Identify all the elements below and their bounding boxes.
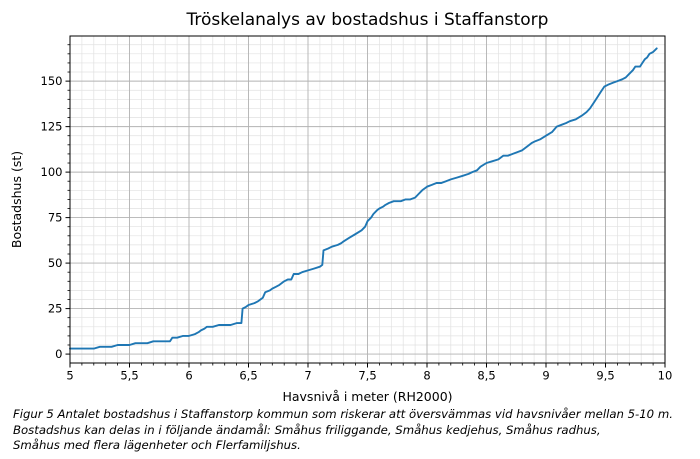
chart-title: Tröskelanalys av bostadshus i Staffansto… bbox=[186, 10, 549, 30]
svg-text:150: 150 bbox=[41, 74, 63, 88]
svg-text:0: 0 bbox=[55, 347, 62, 361]
svg-text:8,5: 8,5 bbox=[477, 369, 495, 383]
svg-text:8: 8 bbox=[423, 369, 430, 383]
svg-text:9: 9 bbox=[542, 369, 549, 383]
svg-text:7,5: 7,5 bbox=[358, 369, 376, 383]
data-line bbox=[69, 47, 658, 350]
caption-line-1: Figur 5 Antalet bostadshus i Staffanstor… bbox=[13, 407, 673, 421]
svg-text:9,5: 9,5 bbox=[596, 369, 614, 383]
threshold-analysis-chart: 5 5,5 6 6,5 7 7,5 8 8,5 9 9,5 100255075100125150Tr… bbox=[9, 10, 672, 404]
svg-text:5: 5 bbox=[66, 369, 73, 383]
y-axis-label: Bostadshus (st) bbox=[9, 151, 24, 248]
svg-text:6,5: 6,5 bbox=[239, 369, 257, 383]
svg-text:6: 6 bbox=[185, 369, 192, 383]
x-tick-labels: 5 5,5 6 6,5 7 7,5 8 8,5 9 9,5 10 bbox=[66, 369, 672, 383]
axis-ticks bbox=[65, 44, 666, 368]
svg-text:25: 25 bbox=[48, 302, 63, 316]
svg-text:10: 10 bbox=[658, 369, 673, 383]
svg-text:7: 7 bbox=[304, 369, 311, 383]
svg-text:125: 125 bbox=[41, 120, 63, 134]
caption-line-2: Bostadshus kan delas in i följande ändam… bbox=[13, 422, 601, 437]
x-axis-label: Havsnivå i meter (RH2000) bbox=[282, 389, 452, 404]
svg-text:5,5: 5,5 bbox=[120, 369, 138, 383]
svg-text:50: 50 bbox=[48, 256, 63, 270]
y-tick-labels: 0 25 50 75 100 125 150 bbox=[41, 74, 63, 361]
svg-text:100: 100 bbox=[41, 165, 63, 179]
figure-caption: Figur 5 Antalet bostadshus i Staffanstor… bbox=[13, 407, 689, 454]
caption-line-3: Småhus med flera lägenheter och Flerfami… bbox=[13, 438, 301, 453]
svg-text:75: 75 bbox=[48, 211, 63, 225]
